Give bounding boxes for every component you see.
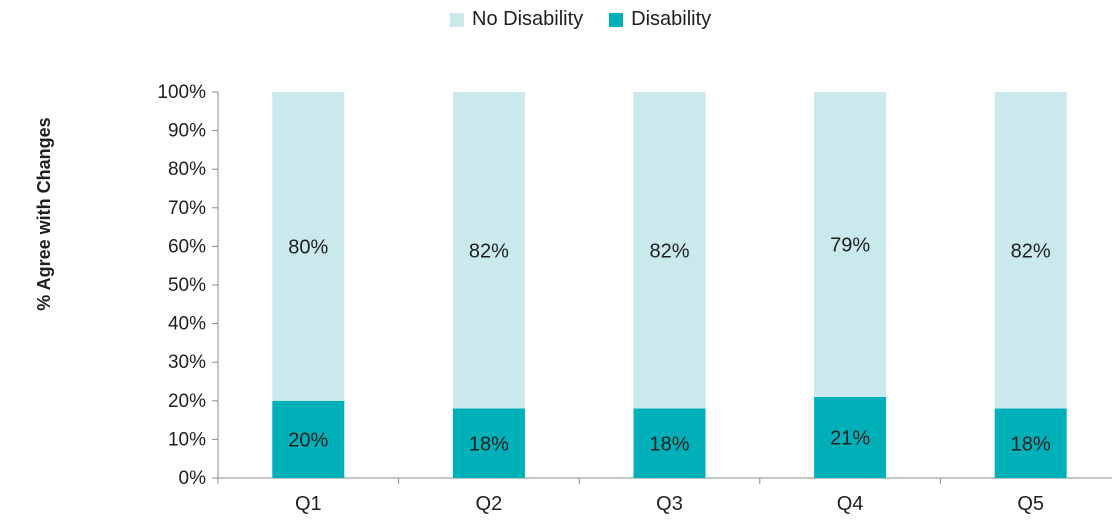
bar-disability xyxy=(814,396,887,478)
bar-no-disability xyxy=(452,92,525,409)
bar-no-disability xyxy=(994,92,1067,409)
y-tick-label: 50% xyxy=(168,275,206,296)
y-tick-label: 40% xyxy=(168,314,206,335)
y-tick-label: 10% xyxy=(168,429,206,450)
x-tick-label: Q4 xyxy=(837,493,864,515)
bar-disability xyxy=(633,408,706,478)
legend-item-no-disability: No Disability xyxy=(450,8,583,31)
y-tick-label: 90% xyxy=(168,121,206,142)
data-label-no-disability: 82% xyxy=(1011,240,1051,262)
bar-disability xyxy=(994,408,1067,478)
y-tick-label: 80% xyxy=(168,159,206,180)
data-label-no-disability: 82% xyxy=(469,240,509,262)
legend-swatch-no-disability xyxy=(450,12,464,27)
x-tick-label: Q5 xyxy=(1017,493,1044,515)
y-tick-label: 0% xyxy=(179,468,207,489)
data-labels: 20% 80% 18% 82% 18% 82% 21% 79% 18% 82% xyxy=(288,234,1051,455)
y-tick-label: 60% xyxy=(168,236,206,257)
bar-disability xyxy=(452,408,525,478)
bar-no-disability xyxy=(633,92,706,409)
y-tick-label: 70% xyxy=(168,198,206,219)
bars xyxy=(272,92,1067,478)
x-tick-label: Q1 xyxy=(295,493,322,515)
data-label-no-disability: 79% xyxy=(830,234,870,256)
y-tick-label: 20% xyxy=(168,391,206,412)
bar-no-disability xyxy=(814,92,887,397)
data-label-disability: 21% xyxy=(830,427,870,449)
legend-label-disability: Disability xyxy=(631,8,712,30)
data-label-disability: 18% xyxy=(1011,433,1051,455)
axes: 0% 10% 20% 30% 40% 50% 60% 70% 80% 90% 100% Q1 Q2 Q3 Q… xyxy=(157,82,1112,515)
legend-item-disability: Disability xyxy=(609,8,711,31)
y-tick-label: 100% xyxy=(157,82,206,103)
data-label-disability: 20% xyxy=(288,429,328,451)
y-tick-label: 30% xyxy=(168,352,206,373)
data-label-no-disability: 80% xyxy=(288,236,328,258)
legend-label-no-disability: No Disability xyxy=(472,8,584,30)
legend: No Disability Disability xyxy=(450,8,711,31)
x-tick-label: Q2 xyxy=(476,493,503,515)
data-label-disability: 18% xyxy=(469,433,509,455)
bar-disability xyxy=(272,400,345,478)
data-label-disability: 18% xyxy=(649,433,689,455)
data-label-no-disability: 82% xyxy=(649,240,689,262)
bar-no-disability xyxy=(272,92,345,401)
x-tick-label: Q3 xyxy=(656,493,683,515)
y-axis-title: % Agree with Changes xyxy=(34,117,54,310)
legend-swatch-disability xyxy=(609,12,624,27)
